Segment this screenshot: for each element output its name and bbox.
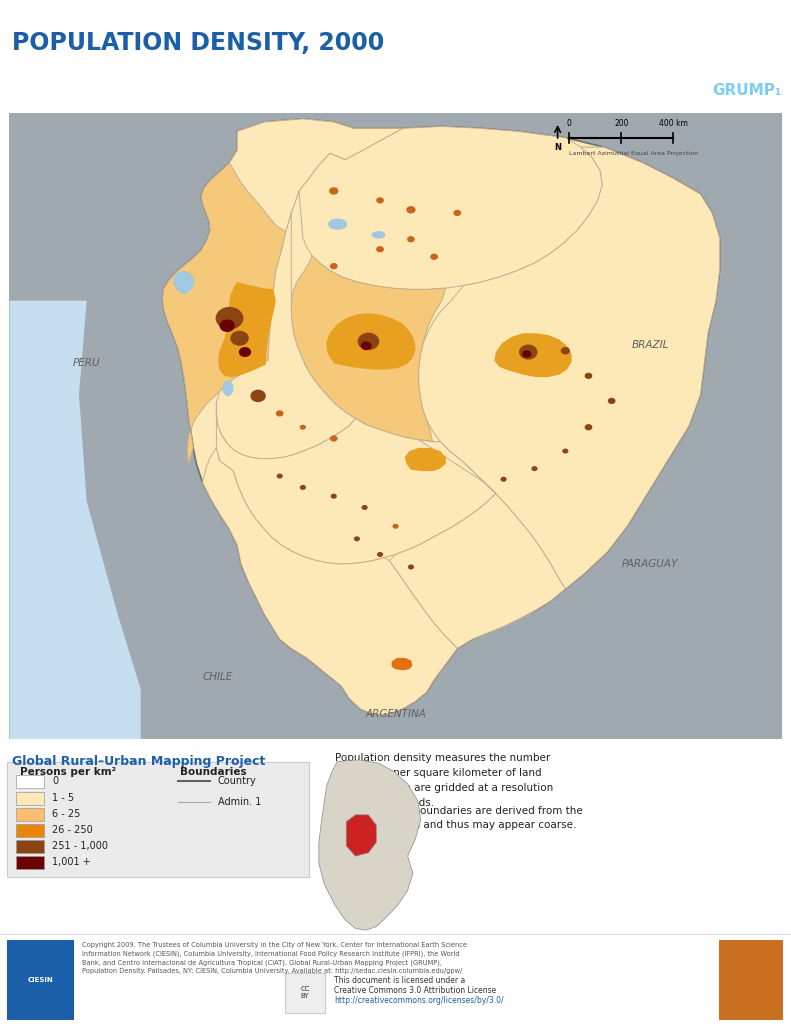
Circle shape: [251, 390, 266, 402]
Polygon shape: [217, 402, 496, 564]
Bar: [16, 792, 44, 805]
Text: Population density measures the number
of persons per square kilometer of land
a: Population density measures the number o…: [335, 754, 553, 808]
Ellipse shape: [328, 218, 347, 229]
Circle shape: [276, 411, 283, 417]
Text: GRUMP₁: GRUMP₁: [712, 83, 782, 98]
Polygon shape: [405, 447, 445, 471]
Text: This document is licensed under a: This document is licensed under a: [334, 976, 465, 985]
Circle shape: [522, 350, 532, 357]
Circle shape: [330, 263, 338, 269]
Circle shape: [361, 505, 368, 510]
Circle shape: [407, 206, 415, 214]
Text: Admin. 1: Admin. 1: [218, 797, 261, 807]
Text: 200: 200: [614, 120, 629, 128]
Polygon shape: [346, 815, 377, 856]
Text: 251 - 1,000: 251 - 1,000: [52, 841, 108, 851]
Text: BRAZIL: BRAZIL: [631, 340, 669, 349]
Text: PARAGUAY: PARAGUAY: [622, 559, 679, 569]
Circle shape: [453, 210, 461, 216]
Polygon shape: [9, 301, 141, 739]
Polygon shape: [392, 657, 412, 671]
Polygon shape: [162, 119, 353, 464]
Circle shape: [585, 373, 592, 379]
Bar: [16, 856, 44, 868]
Circle shape: [300, 485, 306, 489]
Polygon shape: [326, 313, 415, 370]
Polygon shape: [162, 119, 720, 715]
Circle shape: [392, 523, 399, 528]
Circle shape: [377, 246, 384, 252]
FancyBboxPatch shape: [285, 973, 325, 1013]
Polygon shape: [299, 126, 603, 290]
Text: Copyright 2009. The Trustees of Columbia University in the City of New York. Cen: Copyright 2009. The Trustees of Columbia…: [82, 942, 467, 974]
Polygon shape: [229, 119, 403, 231]
Text: 6 - 25: 6 - 25: [52, 809, 81, 818]
Circle shape: [562, 449, 569, 454]
Bar: [16, 808, 44, 820]
Circle shape: [230, 331, 249, 346]
Circle shape: [216, 307, 244, 330]
Circle shape: [377, 552, 383, 557]
Text: 0: 0: [567, 120, 572, 128]
Circle shape: [219, 319, 235, 332]
Circle shape: [561, 347, 570, 354]
Text: 26 - 250: 26 - 250: [52, 824, 93, 835]
Text: 1 - 5: 1 - 5: [52, 793, 74, 803]
Text: 0: 0: [52, 776, 58, 786]
Circle shape: [408, 564, 414, 569]
Circle shape: [532, 466, 538, 471]
Text: Note: National boundaries are derived from the
population grids and thus may app: Note: National boundaries are derived fr…: [335, 806, 583, 830]
Polygon shape: [218, 282, 276, 377]
Bar: [16, 775, 44, 788]
Circle shape: [377, 198, 384, 204]
FancyBboxPatch shape: [7, 763, 309, 877]
Circle shape: [585, 424, 592, 430]
Circle shape: [407, 237, 414, 243]
Circle shape: [519, 344, 538, 359]
Text: Persons per km²: Persons per km²: [20, 767, 116, 777]
Circle shape: [354, 537, 360, 542]
Polygon shape: [319, 760, 421, 930]
Circle shape: [329, 187, 339, 195]
Text: POPULATION DENSITY, 2000: POPULATION DENSITY, 2000: [12, 31, 384, 55]
Text: Boundaries: Boundaries: [180, 767, 247, 777]
Text: Bolivia: Bolivia: [9, 83, 67, 98]
Bar: [16, 840, 44, 853]
Circle shape: [300, 425, 306, 430]
Polygon shape: [494, 333, 572, 377]
FancyBboxPatch shape: [719, 940, 783, 1020]
Polygon shape: [222, 381, 233, 396]
Polygon shape: [291, 256, 445, 441]
Circle shape: [361, 341, 372, 350]
Text: 1,001 +: 1,001 +: [52, 857, 91, 866]
Polygon shape: [202, 447, 457, 715]
Text: Country: Country: [218, 776, 257, 786]
Circle shape: [239, 347, 251, 357]
Circle shape: [358, 333, 380, 350]
Circle shape: [430, 254, 438, 260]
Polygon shape: [173, 270, 195, 294]
Bar: [16, 823, 44, 837]
Circle shape: [330, 435, 338, 441]
Text: CHILE: CHILE: [202, 672, 233, 682]
Ellipse shape: [372, 231, 385, 239]
Circle shape: [607, 397, 615, 404]
Text: http://creativecommons.org/licenses/by/3.0/: http://creativecommons.org/licenses/by/3…: [334, 996, 504, 1005]
Text: Global Rural–Urban Mapping Project: Global Rural–Urban Mapping Project: [12, 756, 265, 768]
FancyBboxPatch shape: [7, 940, 74, 1020]
Text: PERU: PERU: [73, 358, 100, 369]
Polygon shape: [389, 439, 566, 648]
Text: Lambert Azimuthal Equal Area Projection: Lambert Azimuthal Equal Area Projection: [570, 152, 698, 157]
Circle shape: [331, 494, 337, 499]
Circle shape: [277, 474, 283, 478]
Text: Creative Commons 3.0 Attribution License: Creative Commons 3.0 Attribution License: [334, 986, 496, 995]
Polygon shape: [418, 147, 720, 589]
Text: 400 km: 400 km: [659, 120, 688, 128]
Polygon shape: [217, 213, 355, 459]
Text: ARGENTINA: ARGENTINA: [365, 710, 426, 719]
Circle shape: [501, 477, 507, 481]
Text: N: N: [554, 143, 561, 153]
Text: CC
BY: CC BY: [301, 986, 310, 999]
Text: CIESIN: CIESIN: [27, 977, 53, 983]
